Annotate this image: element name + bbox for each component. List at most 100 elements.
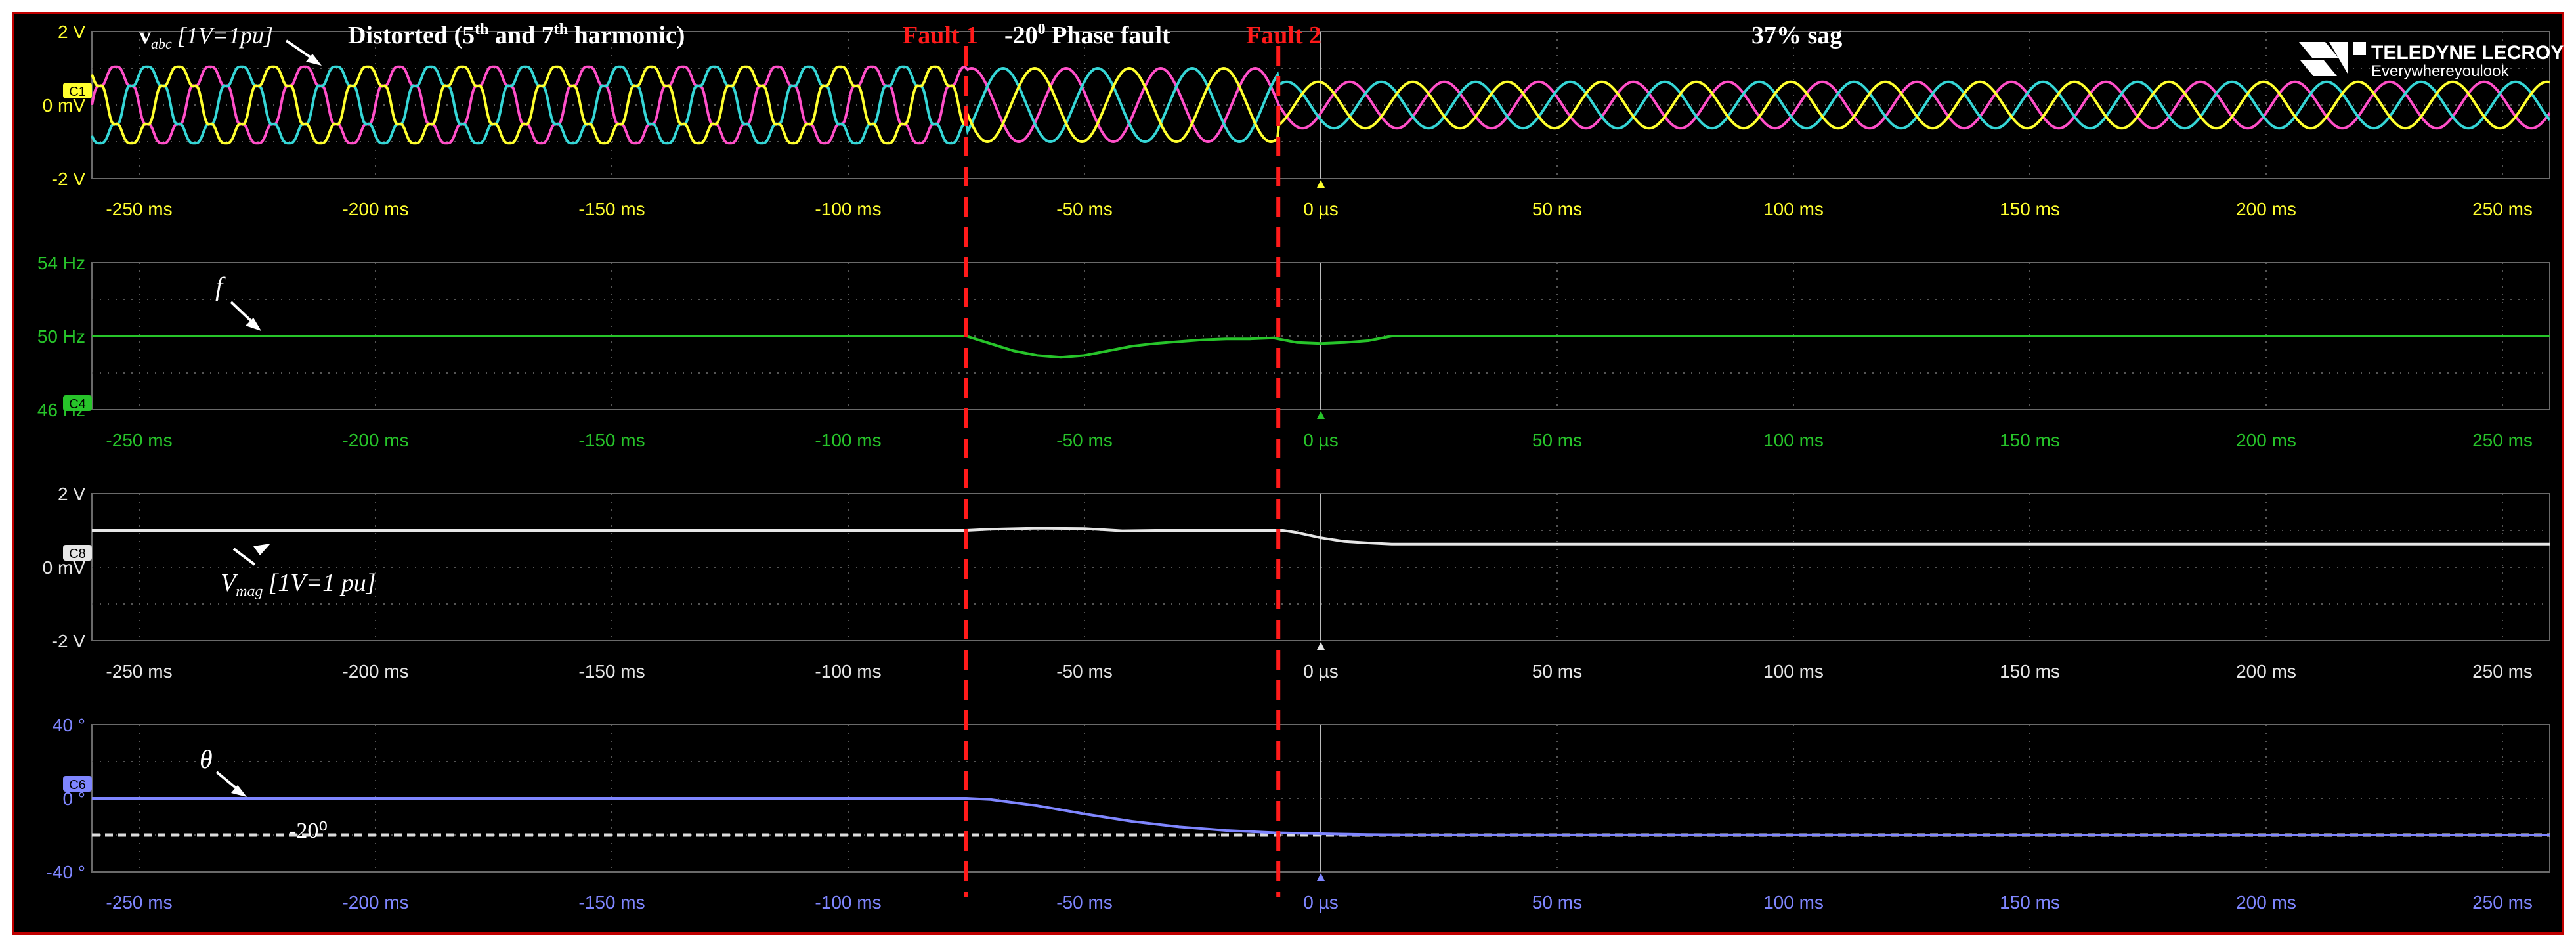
theta-arrow-icon [215,771,247,797]
x-tick-label: 200 ms [2236,661,2296,681]
vmag-scale: [1V=1 pu] [268,569,376,597]
y-tick-label: 0 mV [43,557,86,578]
x-tick-label: 250 ms [2472,199,2533,219]
x-tick-label: -200 ms [342,661,408,681]
x-tick-label: -150 ms [578,892,645,913]
reference-angle-label: -20⁰ [289,819,328,843]
svg-text:vabc[1V=1pu]: vabc [1V=1pu] [139,22,273,52]
x-tick-label: -50 ms [1056,892,1113,913]
series-c [91,65,2550,145]
x-tick-label: -150 ms [578,430,645,450]
x-tick-label: -250 ms [106,892,172,913]
x-tick-label: 250 ms [2472,430,2533,450]
x-tick-label: 100 ms [1763,199,1824,219]
x-tick-label: -100 ms [815,430,881,450]
y-tick-label: 2 V [58,22,85,42]
trigger-marker-icon [1317,180,1325,188]
trigger-marker-icon [1317,642,1325,650]
brand-tagline: Everywhereyoulook [2371,62,2509,80]
vmag-subscript: mag [236,583,263,600]
x-tick-label: 0 µs [1303,661,1338,681]
trigger-marker-icon [1317,411,1325,419]
x-tick-label: 0 µs [1303,892,1338,913]
svg-text:Vmag[1V=1 pu]: Vmag [1V=1 pu] [221,569,376,600]
x-tick-label: 0 µs [1303,430,1338,450]
y-tick-label: -2 V [52,169,86,189]
magnitude-panel: -250 ms -200 ms -150 ms -100 ms -50 ms 0 µs 50… [43,484,2550,681]
x-tick-label: -200 ms [342,199,408,219]
frequency-arrow-icon [230,301,261,331]
fault1-label: Fault 1 [903,22,978,49]
channel-badge-label: C6 [69,778,86,792]
y-tick-label: 54 Hz [37,253,85,273]
x-tick-label: -50 ms [1056,430,1113,450]
x-tick-label: 100 ms [1763,661,1824,681]
x-tick-label: -250 ms [106,199,172,219]
phase-fault-annotation: -200 Phase fault [1004,21,1170,49]
angle-panel: -250 ms -200 ms -150 ms -100 ms -50 ms 0 µs 50… [47,715,2550,913]
x-tick-label: -200 ms [342,892,408,913]
series-Vmag [92,527,2550,546]
trigger-marker-icon [1317,873,1325,881]
series-a [91,65,2551,145]
vabc-label: v [139,22,151,49]
channel-badge-label: C4 [69,397,86,412]
fault2-label: Fault 2 [1246,22,1321,49]
x-tick-label: 200 ms [2236,430,2296,450]
theta-label: θ [200,744,213,774]
plot-grid [91,31,2550,179]
series-theta [92,797,2550,836]
channel-badge-label: C8 [69,547,86,561]
channel-badge [63,395,92,411]
series-f [92,335,2550,359]
y-tick-label: 50 Hz [37,326,85,347]
distorted-annotation: Distorted (5th and 7th harmonic) [348,21,685,49]
y-tick-label: -2 V [52,631,86,651]
x-tick-label: 100 ms [1763,892,1824,913]
theta-annotation: θ -20⁰ [200,744,328,843]
x-tick-label: 150 ms [2000,892,2060,913]
x-tick-label: 150 ms [2000,199,2060,219]
y-tick-label: 2 V [58,484,85,504]
channel-badge [63,545,92,561]
channel-badge-label: C1 [69,85,86,99]
x-tick-label: -100 ms [815,892,881,913]
x-tick-label: -50 ms [1056,199,1113,219]
frequency-label: f [215,272,226,301]
x-tick-label: -100 ms [815,199,881,219]
lecroy-logo-icon [2299,42,2366,76]
frequency-panel: -250 ms -200 ms -150 ms -100 ms -50 ms 0 µs 50… [37,253,2550,450]
x-tick-label: 50 ms [1532,892,1582,913]
plot-grid [91,493,2550,641]
x-tick-label: -150 ms [578,661,645,681]
x-tick-label: -100 ms [815,661,881,681]
x-tick-label: 50 ms [1532,430,1582,450]
x-tick-label: 0 µs [1303,199,1338,219]
series-b [91,65,2551,145]
vabc-arrow-icon [285,39,322,66]
x-tick-label: -150 ms [578,199,645,219]
vabc-subscript: abc [151,35,172,52]
teledyne-lecroy-logo: TELEDYNE LECROY Everywhereyoulook [2299,42,2564,80]
vmag-arrow-icon [232,544,270,566]
x-tick-label: 250 ms [2472,661,2533,681]
frequency-annotation: f [215,272,261,331]
x-tick-label: -50 ms [1056,661,1113,681]
y-tick-label: -40 ° [47,862,85,882]
brand-name: TELEDYNE LECROY [2371,42,2564,64]
x-tick-label: 150 ms [2000,430,2060,450]
vabc-panel: -250 ms -200 ms -150 ms -100 ms -50 ms 0 µs 50… [43,22,2551,219]
y-tick-label: 0 ° [62,788,85,809]
vmag-annotation: Vmag [1V=1 pu] [221,544,376,600]
x-tick-label: 200 ms [2236,892,2296,913]
y-tick-label: 0 mV [43,95,86,116]
channel-badge [63,776,92,792]
plot-grid [91,262,2550,410]
vabc-annotation: vabc [1V=1pu] [139,22,322,66]
y-tick-label: 40 ° [53,715,85,735]
sag-annotation: 37% sag [1751,22,1842,49]
x-tick-label: 50 ms [1532,661,1582,681]
x-tick-label: -250 ms [106,661,172,681]
x-tick-label: 150 ms [2000,661,2060,681]
